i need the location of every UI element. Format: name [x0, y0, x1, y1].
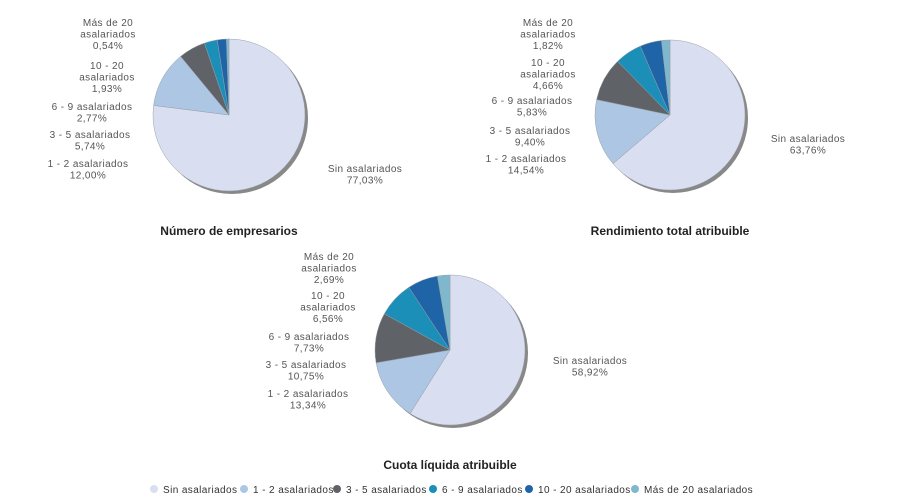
pie-slice[interactable]	[152, 38, 306, 192]
slice-label: 1 - 2 asalariados 13,34%	[268, 389, 349, 412]
slice-label: Sin asalariados 63,76%	[771, 134, 845, 157]
chart-title: Número de empresarios	[160, 224, 298, 238]
slice-label: 6 - 9 asalariados 2,77%	[52, 102, 133, 125]
slice-label: 3 - 5 asalariados 10,75%	[266, 360, 347, 383]
legend-marker	[333, 485, 341, 493]
legend-marker	[150, 485, 158, 493]
chart-title: Cuota líquida atribuible	[383, 458, 517, 472]
legend: Sin asalariados 1 - 2 asalariados 3 - 5 as…	[150, 485, 753, 496]
slice-label: 10 - 20 asalariados 4,66%	[520, 58, 576, 92]
legend-item[interactable]: Más de 20 asalariados	[631, 485, 753, 496]
slice-label: 3 - 5 asalariados 9,40%	[490, 126, 571, 149]
legend-item[interactable]: 6 - 9 asalariados	[429, 485, 523, 496]
pie-slice[interactable]	[409, 274, 526, 426]
legend-marker	[240, 485, 248, 493]
pie-slice[interactable]	[594, 99, 671, 165]
legend-marker	[525, 485, 533, 493]
slice-label: Sin asalariados 77,03%	[328, 164, 402, 187]
slice-label: Más de 20 asalariados 2,69%	[301, 252, 357, 286]
slice-label: Más de 20 asalariados 1,82%	[520, 18, 576, 52]
legend-label: 6 - 9 asalariados	[442, 485, 523, 496]
slice-label: 1 - 2 asalariados 12,00%	[48, 159, 129, 182]
legend-item[interactable]: 10 - 20 asalariados	[525, 485, 631, 496]
slice-label: 1 - 2 asalariados 14,54%	[486, 154, 567, 177]
legend-item[interactable]: 3 - 5 asalariados	[333, 485, 427, 496]
legend-marker	[631, 485, 639, 493]
slice-label: 3 - 5 asalariados 5,74%	[50, 130, 131, 153]
legend-label: 1 - 2 asalariados	[253, 485, 334, 496]
pie-slice[interactable]	[437, 274, 451, 351]
legend-item[interactable]: 1 - 2 asalariados	[240, 485, 334, 496]
slice-label: 6 - 9 asalariados 5,83%	[492, 96, 573, 119]
legend-label: 3 - 5 asalariados	[346, 485, 427, 496]
legend-label: Más de 20 asalariados	[644, 485, 753, 496]
legend-label: Sin asalariados	[163, 485, 237, 496]
pie-slice[interactable]	[661, 39, 671, 116]
slice-label: 10 - 20 asalariados 6,56%	[300, 291, 356, 325]
slice-label: 10 - 20 asalariados 1,93%	[79, 61, 135, 95]
pie-chart-3: Sin asalariados 58,92% 1 - 2 asalariados 13…	[266, 252, 627, 472]
legend-label: 10 - 20 asalariados	[538, 485, 631, 496]
pie-slice[interactable]	[612, 39, 746, 191]
legend-marker	[429, 485, 437, 493]
slice-label: Más de 20 asalariados 0,54%	[80, 18, 136, 52]
pie-slice[interactable]	[375, 349, 451, 414]
slice-label: Sin asalariados 58,92%	[553, 356, 627, 379]
slice-label: 6 - 9 asalariados 7,73%	[269, 332, 350, 355]
pie-chart-1: Sin asalariados 77,03% 1 - 2 asalariados 12…	[48, 18, 402, 238]
pie-slice[interactable]	[226, 38, 230, 116]
chart-title: Rendimiento total atribuible	[591, 224, 750, 238]
pie-chart-2: Sin asalariados 63,76% 1 - 2 asalariados 14…	[486, 18, 845, 238]
legend-item[interactable]: Sin asalariados	[150, 485, 237, 496]
